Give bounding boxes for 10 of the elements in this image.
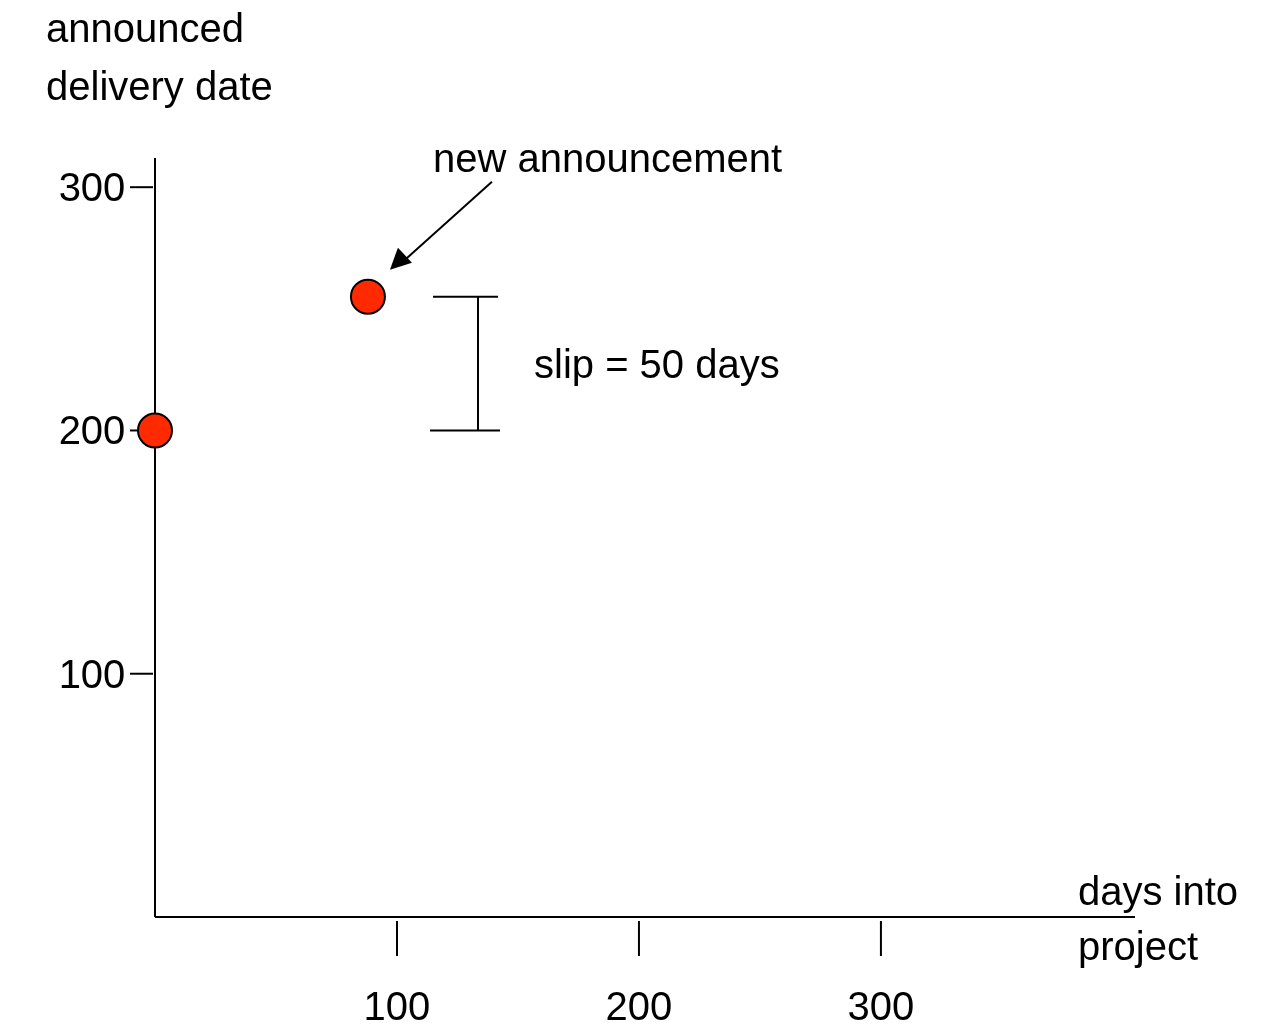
x-tick-label: 100 [363, 984, 431, 1028]
x-axis-title: days into project [1078, 869, 1239, 968]
x-tick-label: 200 [605, 984, 673, 1028]
annotation: new announcement [432, 135, 783, 180]
y-tick-label: 200 [58, 408, 126, 453]
y-tick-label: 300 [58, 165, 126, 210]
y-axis-title: announced delivery date [46, 6, 273, 108]
x-tick-label: 300 [847, 984, 915, 1028]
annotation: slip = 50 days [534, 341, 780, 386]
y-tick-label: 100 [58, 651, 126, 696]
